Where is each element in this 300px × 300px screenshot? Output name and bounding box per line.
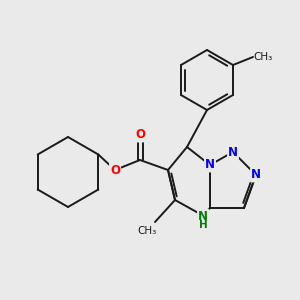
Text: CH₃: CH₃ [254,52,273,62]
Text: H: H [199,220,207,230]
Text: N: N [228,146,238,158]
Text: O: O [135,128,145,142]
Text: N: N [205,158,215,172]
Text: CH₃: CH₃ [137,226,157,236]
Text: O: O [110,164,120,176]
Text: N: N [251,169,261,182]
Text: N: N [198,209,208,223]
